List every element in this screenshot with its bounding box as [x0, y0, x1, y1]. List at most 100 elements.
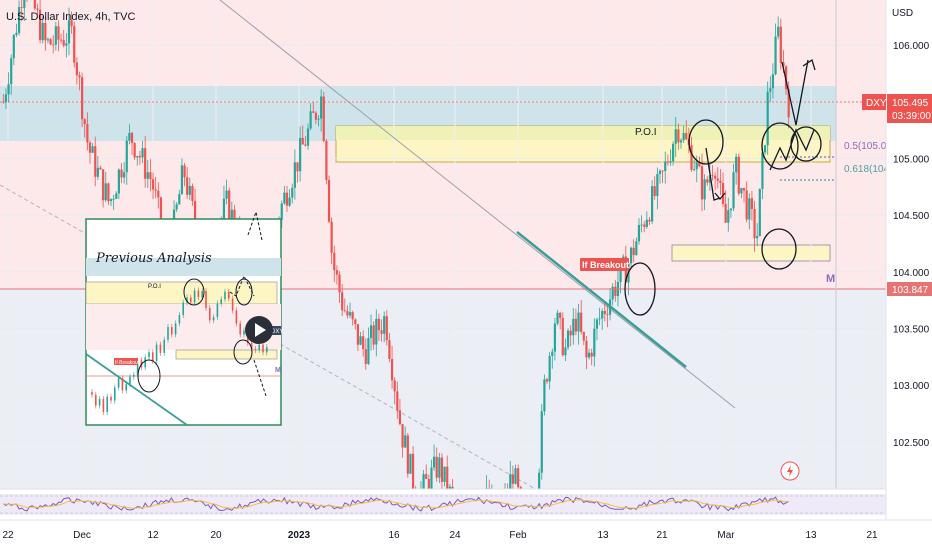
breakout-badge: If Breakout — [580, 258, 629, 271]
candle — [293, 149, 296, 200]
candle — [643, 221, 646, 232]
inset-candle — [201, 288, 203, 301]
candle — [306, 123, 310, 150]
candle — [188, 177, 191, 201]
candle — [635, 237, 638, 256]
candle — [327, 175, 331, 224]
long-trendline — [219, 0, 736, 409]
candle — [729, 208, 732, 219]
candle — [556, 309, 559, 326]
candle — [2, 94, 5, 104]
candle — [653, 176, 656, 200]
candle — [356, 324, 360, 351]
indicator-pane[interactable] — [0, 488, 932, 520]
candle — [377, 313, 381, 342]
candle — [157, 182, 160, 209]
inset-candle — [98, 395, 101, 409]
x-tick-label: 12 — [147, 530, 159, 541]
candle — [117, 168, 120, 199]
currency-label: USD — [892, 8, 913, 19]
inset-candle — [129, 373, 131, 388]
candle — [154, 176, 157, 199]
candle — [669, 149, 672, 166]
candle — [401, 423, 404, 458]
m-path — [769, 128, 815, 171]
candle — [774, 23, 777, 76]
candle — [756, 223, 759, 247]
inset-candle — [114, 384, 116, 404]
inset-poi-label: P.O.I — [148, 284, 161, 290]
candle — [779, 18, 782, 70]
time-axis[interactable]: 22 Dec 12 20 2023 16 24 Feb 13 21 Mar 13 21 — [0, 519, 932, 550]
candle — [312, 101, 315, 114]
candle — [614, 280, 617, 302]
inset-candle — [159, 341, 162, 356]
candle — [81, 72, 84, 128]
candle — [658, 169, 662, 184]
candle — [88, 140, 92, 164]
inset-candle — [220, 296, 222, 307]
inset-candle — [155, 341, 158, 364]
y-tick-label: 103.000 — [893, 381, 930, 392]
candle — [367, 327, 370, 366]
lightning-icon[interactable] — [780, 461, 800, 481]
candle — [777, 16, 780, 40]
inset-previous-analysis: Previous Analysis P.O.I If Breakout M DX… — [85, 210, 283, 426]
y-tick-label: 104.000 — [893, 268, 930, 279]
y-tick-label: 102.500 — [893, 438, 930, 449]
inset-blue-zone — [86, 258, 281, 276]
candle — [33, 0, 36, 11]
candle — [364, 338, 367, 370]
candle — [104, 171, 107, 203]
candle — [144, 135, 147, 188]
price-axis[interactable]: USD 102.500 103.000 103.500 104.000 104.500 1… — [862, 0, 932, 550]
candle — [17, 0, 21, 36]
x-tick-label: 20 — [210, 530, 222, 541]
candle — [666, 154, 669, 166]
candle — [178, 189, 181, 205]
candle — [49, 37, 52, 46]
candle — [640, 215, 643, 233]
candle — [283, 185, 286, 205]
candle — [714, 172, 717, 191]
y-tick-label: 105.000 — [893, 154, 930, 165]
candle — [86, 112, 89, 151]
candle — [672, 141, 675, 166]
candle — [761, 149, 764, 200]
last-price-tag: DXY 105.495 03:39:00 — [862, 94, 932, 123]
candle — [559, 311, 562, 330]
candle — [585, 336, 588, 370]
candle — [677, 123, 680, 150]
candle — [351, 310, 354, 326]
candle — [656, 167, 659, 210]
candle — [598, 307, 601, 326]
candle — [94, 136, 97, 187]
m-mark-label: M — [826, 273, 835, 285]
candle — [325, 138, 328, 185]
candle — [52, 35, 55, 54]
x-tick-label: 13 — [597, 530, 609, 541]
candle — [102, 169, 105, 208]
candle — [320, 89, 323, 132]
candle — [574, 308, 578, 336]
candle — [572, 307, 575, 345]
inset-breakout-label: If Breakout — [115, 360, 140, 366]
play-button[interactable] — [245, 316, 273, 344]
rsi-ma — [3, 499, 789, 509]
chart-title: U.S. Dollar Index, 4h, TVC — [6, 11, 135, 23]
candle — [299, 126, 302, 182]
candle — [44, 17, 47, 51]
candle — [125, 136, 128, 185]
candle — [595, 317, 599, 341]
countdown-label: 03:39:00 — [892, 111, 931, 122]
candle — [593, 318, 596, 367]
candle — [758, 188, 761, 237]
candle — [99, 165, 102, 170]
candle — [590, 348, 593, 366]
inset-candle — [212, 314, 215, 324]
candle — [385, 310, 388, 346]
breakout-trendline — [516, 231, 687, 368]
candle — [514, 464, 517, 485]
plot-area[interactable]: P.O.I 0.5(105.0 0.618(104 M If Breakout — [0, 0, 889, 550]
